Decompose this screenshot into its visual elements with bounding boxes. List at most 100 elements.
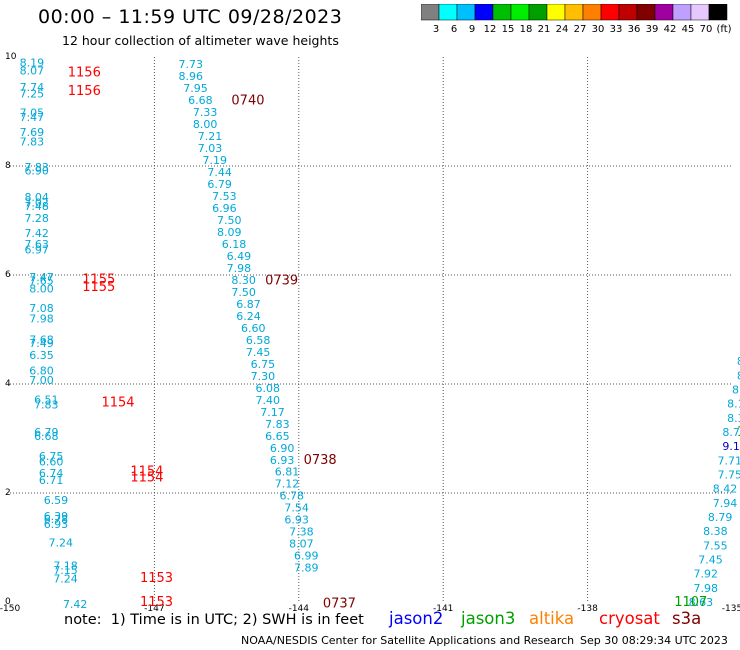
swh-value-label: 8.42	[713, 483, 738, 496]
swh-value-label: 6.08	[255, 382, 279, 395]
colorbar-label: 42	[664, 24, 677, 35]
swh-value-label: 7.38	[289, 526, 314, 539]
x-tick-label: -141	[433, 604, 453, 612]
swh-value-label: 6.71	[39, 474, 64, 487]
swh-value-label: 6.93	[270, 454, 295, 467]
swh-value-label: 7.92	[693, 568, 718, 581]
swh-value-label: 7.40	[255, 394, 279, 407]
swh-value-label: 7.68	[29, 333, 54, 346]
x-tick-label: -147	[144, 604, 164, 612]
swh-value-label: 7.08	[29, 302, 54, 315]
swh-value-label: 7.19	[203, 154, 228, 167]
pass-time-label: 1107	[674, 595, 707, 610]
pass-time-label: 1156	[68, 65, 101, 80]
chart-title: 00:00 – 11:59 UTC 09/28/2023	[38, 6, 343, 28]
pass-time-label: 1154	[101, 396, 134, 411]
swh-value-label: 7.69	[20, 126, 45, 139]
swh-value-label: 7.75	[718, 468, 740, 481]
color-scale-bar	[421, 4, 728, 21]
swh-value-label: 7.17	[260, 406, 285, 419]
pass-time-label: 1154	[130, 471, 163, 486]
swh-value-label: 6.80	[29, 364, 54, 377]
swh-value-label: 6.49	[227, 250, 252, 263]
swh-value-label: 7.05	[20, 107, 45, 120]
swh-value-label: 7.73	[178, 58, 203, 71]
swh-value-label: 8.00	[193, 118, 218, 131]
pass-time-label: 1154	[130, 465, 163, 480]
swh-value-label: 7.28	[24, 212, 49, 225]
swh-value-label: 7.02	[24, 197, 49, 210]
swh-value-label: 8.30	[231, 274, 256, 287]
swh-value-label: 7.45	[698, 553, 723, 566]
y-tick-label: 0	[5, 597, 11, 607]
swh-value-label: 6.58	[246, 334, 271, 347]
swh-value-label: 7.50	[217, 214, 242, 227]
colorbar-label: 3	[433, 24, 439, 35]
swh-value-label: 9.17	[722, 440, 740, 453]
colorbar-label: 18	[520, 24, 533, 35]
swh-value-label: 7.95	[183, 82, 208, 95]
swh-value-label: 7.15	[53, 564, 78, 577]
pass-time-label: 1153	[140, 571, 173, 586]
swh-value-label: 6.90	[24, 164, 49, 177]
pass-time-label: 1155	[82, 272, 115, 287]
swh-value-label: 7.98	[29, 313, 54, 326]
y-tick-label: 2	[5, 488, 11, 498]
swh-value-label: 7.49	[29, 337, 54, 350]
swh-value-label: 6.59	[44, 494, 68, 507]
color-scale-labels: 3 6 9 12 15 18 21 24 27 30 33 36 39 42 45 70 (ft)	[433, 24, 732, 35]
swh-value-label: 6.39	[44, 510, 68, 523]
pass-time-label: 1153	[140, 595, 173, 610]
colorbar-label: 39	[646, 24, 659, 35]
colorbar-label: 6	[451, 24, 457, 35]
swh-value-label: 7.83	[24, 161, 49, 174]
swh-value-label: 6.90	[270, 442, 295, 455]
swh-value-label: 7.47	[29, 271, 54, 284]
colorbar-label: 12	[484, 24, 497, 35]
pass-time-label: 0739	[265, 273, 298, 288]
x-tick-label: -135	[722, 604, 740, 612]
swh-value-label: 8.00	[29, 283, 54, 296]
colorbar-label: 30	[592, 24, 605, 35]
swh-value-label: 7.24	[53, 573, 78, 586]
swh-value-label: 7.83	[265, 418, 290, 431]
swh-value-label: 7.74	[20, 81, 45, 94]
swh-value-label: 7.48	[24, 200, 49, 213]
swh-value-label: 8.55	[737, 369, 740, 382]
swh-value-label: 6.81	[275, 466, 300, 479]
swh-value-label: 7.12	[275, 478, 300, 491]
swh-value-label: 6.87	[236, 298, 261, 311]
swh-value-label: 7.65	[29, 274, 54, 287]
colorbar-label: 36	[628, 24, 641, 35]
swh-value-label: 7.71	[718, 454, 740, 467]
colorbar-label: 15	[502, 24, 515, 35]
swh-value-label: 7.24	[49, 537, 74, 550]
swh-value-label: 7.98	[693, 582, 718, 595]
chart-subtitle: 12 hour collection of altimeter wave hei…	[62, 33, 339, 48]
colorbar-swatch	[708, 4, 728, 21]
legend-s3a: s3a	[672, 609, 702, 628]
swh-value-label: 8.09	[217, 226, 242, 239]
note-text: note: 1) Time is in UTC; 2) SWH is in fe…	[64, 612, 364, 628]
swh-value-label: 7.54	[284, 502, 309, 515]
swh-value-label: 7.03	[198, 142, 223, 155]
swh-value-label: 8.17	[727, 398, 740, 411]
swh-value-label: 6.35	[29, 349, 54, 362]
legend-cryosat: cryosat	[599, 609, 660, 628]
swh-value-label: 6.68	[188, 94, 213, 107]
pass-time-label: 0738	[304, 453, 337, 468]
footer-credit: NOAA/NESDIS Center for Satellite Applica…	[241, 634, 575, 647]
swh-value-label: 8.04	[24, 191, 49, 204]
pass-time-label: 1155	[82, 280, 115, 295]
swh-value-label: 7.55	[703, 539, 728, 552]
swh-value-label: 6.24	[236, 310, 261, 323]
swh-value-label: 8.96	[178, 70, 203, 83]
colorbar-label: 45	[682, 24, 695, 35]
swh-value-label: 7.94	[713, 497, 738, 510]
pass-time-label: 0737	[323, 597, 356, 612]
swh-value-label: 6.68	[34, 430, 59, 443]
swh-value-label: 7.21	[198, 130, 223, 143]
colorbar-label: 24	[556, 24, 569, 35]
x-tick-label: -144	[289, 604, 310, 612]
swh-value-label: 8.74	[722, 426, 740, 439]
